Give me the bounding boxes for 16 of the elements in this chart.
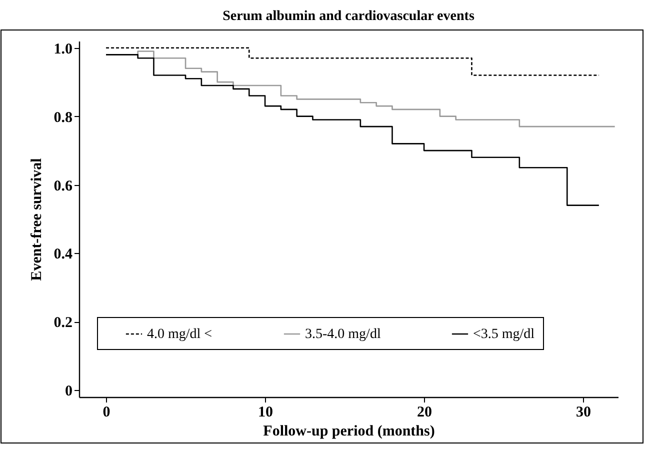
x-tick-label: 30 — [576, 404, 592, 420]
y-tick-label: 0.8 — [54, 110, 72, 126]
chart-title: Serum albumin and cardiovascular events — [222, 8, 475, 24]
legend-label: 4.0 mg/dl < — [147, 327, 212, 342]
legend-label: <3.5 mg/dl — [473, 327, 535, 342]
x-tick-label: 20 — [417, 404, 432, 420]
y-tick-label: 0 — [65, 384, 72, 400]
y-tick-label: 0.4 — [54, 246, 73, 263]
y-tick-label: 1.0 — [54, 41, 72, 58]
x-tick-label: 10 — [258, 404, 274, 420]
y-axis-title: Event-free survival — [28, 158, 45, 281]
x-axis-title: Follow-up period (months) — [263, 424, 435, 440]
y-tick-label: 0.6 — [54, 178, 73, 194]
x-tick-label: 0 — [102, 404, 110, 420]
legend-label: 3.5-4.0 mg/dl — [305, 327, 381, 342]
y-tick-label: 0.2 — [54, 315, 72, 332]
